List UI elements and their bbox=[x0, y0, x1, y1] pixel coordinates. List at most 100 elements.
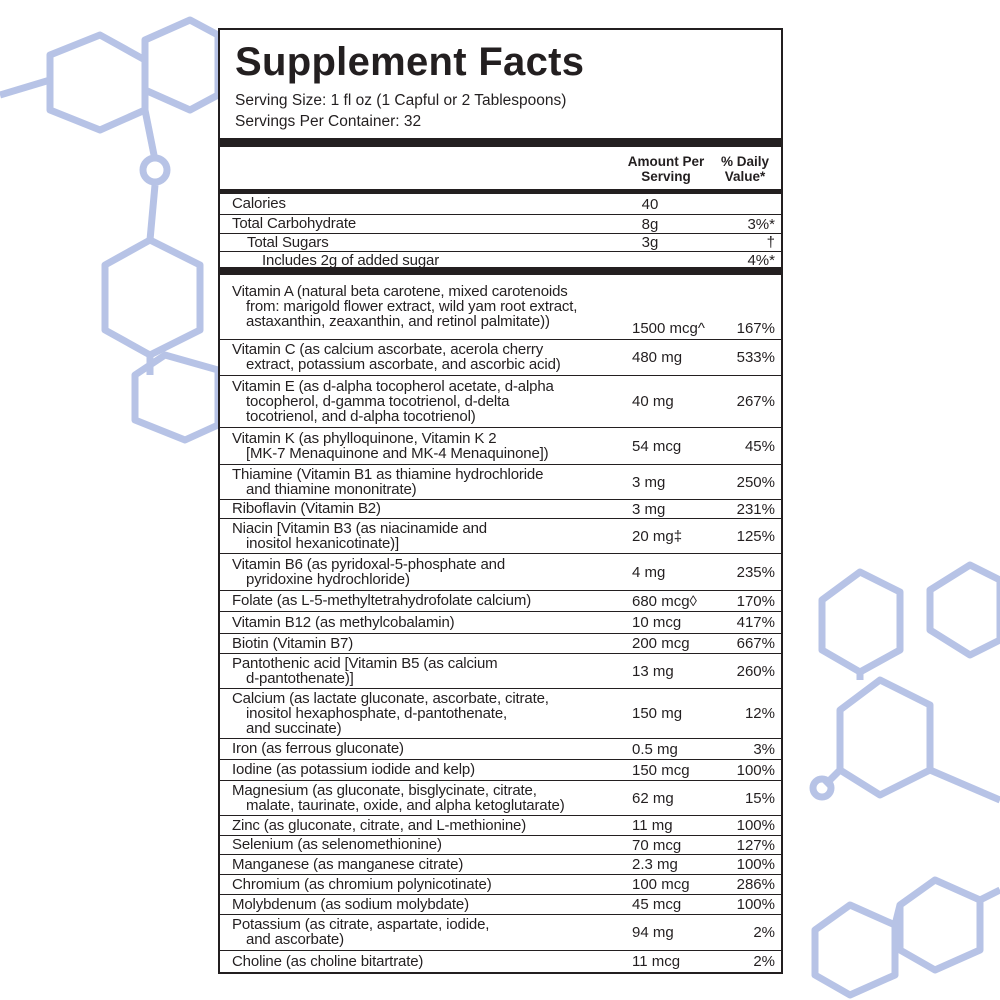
nutrient-name: Choline (as choline bitartrate) bbox=[232, 952, 424, 970]
daily-value-percent: 100% bbox=[736, 896, 775, 913]
amount-per-serving: 70 mcg bbox=[632, 836, 682, 854]
nutrient-row: Vitamin A (natural beta carotene, mixed … bbox=[220, 276, 781, 339]
daily-value-percent: † bbox=[766, 234, 775, 251]
daily-value-percent: 100% bbox=[736, 856, 775, 873]
nutrient-row: Zinc (as gluconate, citrate, and L-methi… bbox=[220, 815, 781, 835]
nutrient-row: Magnesium (as gluconate, bisglycinate, c… bbox=[220, 780, 781, 815]
nutrient-name: Total Carbohydrate bbox=[232, 215, 357, 232]
amount-per-serving: 45 mcg bbox=[632, 896, 682, 913]
daily-value-header: % Daily Value* bbox=[720, 154, 770, 184]
daily-value-percent: 260% bbox=[736, 662, 775, 680]
nutrient-name: Includes 2g of added sugar bbox=[262, 252, 440, 269]
nutrient-name: Vitamin E (as d-alpha tocopherol acetate… bbox=[232, 377, 554, 425]
nutrient-name: Vitamin A (natural beta carotene, mixed … bbox=[232, 283, 578, 330]
nutrient-row: Chromium (as chromium polynicotinate) 100… bbox=[220, 874, 781, 894]
nutrient-row: Calcium (as lactate gluconate, ascorbate… bbox=[220, 688, 781, 738]
nutrient-name: Vitamin K (as phylloquinone, Vitamin K 2… bbox=[232, 429, 549, 462]
macro-row: Total Sugars 3g † bbox=[220, 233, 781, 251]
daily-value-percent: 667% bbox=[736, 635, 775, 652]
amount-per-serving: 200 mcg bbox=[632, 635, 690, 652]
daily-value-percent: 417% bbox=[736, 614, 775, 631]
daily-value-percent: 3%* bbox=[747, 215, 775, 233]
nutrient-row: Vitamin C (as calcium ascorbate, acerola… bbox=[220, 339, 781, 375]
nutrient-row: Niacin [Vitamin B3 (as niacinamide and i… bbox=[220, 518, 781, 553]
servings-per-container: Servings Per Container: 32 bbox=[235, 113, 422, 130]
thick-divider bbox=[220, 189, 781, 194]
daily-value-percent: 286% bbox=[736, 876, 775, 893]
nutrient-name: Molybdenum (as sodium molybdate) bbox=[232, 895, 469, 913]
nutrient-name: Biotin (Vitamin B7) bbox=[232, 634, 354, 652]
nutrient-name: Potassium (as citrate, aspartate, iodide… bbox=[232, 916, 490, 948]
amount-per-serving: 62 mg bbox=[632, 789, 674, 807]
nutrient-name: Magnesium (as gluconate, bisglycinate, c… bbox=[232, 781, 565, 814]
nutrient-row: Selenium (as selenomethionine) 70 mcg 127% bbox=[220, 835, 781, 854]
nutrient-row: Iodine (as potassium iodide and kelp) 150… bbox=[220, 759, 781, 780]
nutrient-row: Vitamin B12 (as methylcobalamin) 10 mcg 41… bbox=[220, 611, 781, 633]
daily-value-percent: 15% bbox=[744, 789, 775, 807]
daily-value-percent: 127% bbox=[736, 836, 775, 854]
hexagon-shape bbox=[836, 676, 934, 799]
amount-per-serving: 100 mcg bbox=[632, 876, 690, 893]
nutrient-name: Folate (as L-5-methyltetrahydrofolate ca… bbox=[232, 592, 532, 609]
nutrient-row: Vitamin B6 (as pyridoxal-5-phosphate and… bbox=[220, 553, 781, 590]
nutrient-name: Iron (as ferrous gluconate) bbox=[232, 740, 404, 757]
amount-per-serving: 4 mg bbox=[632, 563, 666, 581]
nutrient-row: Vitamin E (as d-alpha tocopherol acetate… bbox=[220, 375, 781, 427]
amount-per-serving: 20 mg‡ bbox=[632, 527, 683, 545]
nutrient-row: Molybdenum (as sodium molybdate) 45 mcg 10… bbox=[220, 894, 781, 914]
nutrient-name: Calcium (as lactate gluconate, ascorbate… bbox=[232, 689, 549, 737]
daily-value-percent: 533% bbox=[736, 349, 775, 366]
nutrient-row: Biotin (Vitamin B7) 200 mcg 667% bbox=[220, 633, 781, 653]
amount-per-serving: 1500 mcg^ bbox=[632, 320, 705, 337]
daily-value-percent: 100% bbox=[736, 817, 775, 834]
amount-per-serving: 10 mcg bbox=[632, 614, 682, 631]
supplement-facts-panel: Supplement Facts Serving Size: 1 fl oz (… bbox=[218, 28, 783, 974]
nutrient-row: Iron (as ferrous gluconate) 0.5 mg 3% bbox=[220, 738, 781, 759]
thick-divider bbox=[220, 267, 781, 275]
nutrient-name: Zinc (as gluconate, citrate, and L-methi… bbox=[232, 816, 527, 834]
thick-divider bbox=[220, 138, 781, 147]
nutrient-row: Thiamine (Vitamin B1 as thiamine hydroch… bbox=[220, 464, 781, 499]
nutrient-name: Total Sugars bbox=[247, 234, 329, 251]
amount-per-serving: 13 mg bbox=[632, 662, 674, 680]
nutrient-row: Vitamin K (as phylloquinone, Vitamin K 2… bbox=[220, 427, 781, 464]
amount-per-serving: 3g bbox=[641, 234, 659, 251]
nutrient-name: Calories bbox=[232, 195, 286, 212]
amount-per-serving-header: Amount Per Serving bbox=[627, 154, 705, 184]
daily-value-percent: 100% bbox=[736, 761, 775, 779]
nutrient-name: Iodine (as potassium iodide and kelp) bbox=[232, 761, 475, 778]
nutrient-name: Thiamine (Vitamin B1 as thiamine hydroch… bbox=[232, 465, 544, 498]
macro-row: Calories 40 bbox=[220, 195, 781, 214]
hexagon-shape bbox=[926, 561, 1000, 659]
nutrient-row: Manganese (as manganese citrate) 2.3 mg 10… bbox=[220, 854, 781, 874]
nutrient-name: Vitamin C (as calcium ascorbate, acerola… bbox=[232, 341, 561, 373]
amount-per-serving: 11 mg bbox=[632, 817, 673, 834]
daily-value-percent: 170% bbox=[736, 592, 775, 610]
macro-row: Total Carbohydrate 8g 3%* bbox=[220, 214, 781, 233]
daily-value-percent: 2% bbox=[753, 953, 775, 970]
hexagon-shape bbox=[811, 901, 899, 999]
amount-per-serving: 150 mg bbox=[632, 705, 683, 722]
nutrient-name: Chromium (as chromium polynicotinate) bbox=[232, 875, 492, 893]
nutrient-name: Pantothenic acid [Vitamin B5 (as calcium… bbox=[232, 654, 498, 687]
nutrient-row: Folate (as L-5-methyltetrahydrofolate ca… bbox=[220, 590, 781, 611]
nutrient-name: Vitamin B6 (as pyridoxal-5-phosphate and… bbox=[232, 555, 506, 588]
amount-per-serving: 0.5 mg bbox=[632, 740, 678, 758]
daily-value-percent: 231% bbox=[736, 500, 775, 518]
hexagon-shape bbox=[896, 876, 984, 974]
amount-per-serving: 40 mg bbox=[632, 393, 674, 410]
nutrient-row: Pantothenic acid [Vitamin B5 (as calcium… bbox=[220, 653, 781, 688]
daily-value-percent: 3% bbox=[753, 740, 775, 758]
nutrient-name: Riboflavin (Vitamin B2) bbox=[232, 500, 381, 517]
hexagon-shape bbox=[818, 568, 904, 676]
nutrient-row: Potassium (as citrate, aspartate, iodide… bbox=[220, 914, 781, 950]
amount-per-serving: 150 mcg bbox=[632, 761, 690, 779]
daily-value-percent: 125% bbox=[736, 527, 775, 545]
amount-per-serving: 480 mg bbox=[632, 349, 683, 366]
amount-per-serving: 40 bbox=[641, 195, 659, 213]
amount-per-serving: 54 mcg bbox=[632, 437, 682, 455]
amount-per-serving: 11 mcg bbox=[632, 953, 681, 970]
daily-value-percent: 250% bbox=[736, 473, 775, 491]
macro-row: Includes 2g of added sugar 4%* bbox=[220, 251, 781, 269]
